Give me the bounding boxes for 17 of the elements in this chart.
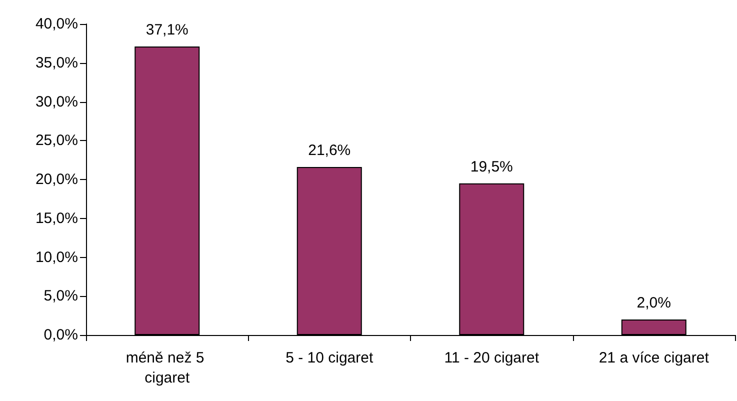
y-tick-label: 0,0% <box>44 326 78 344</box>
y-tick-label: 5,0% <box>44 288 78 305</box>
y-tick-label: 20,0% <box>35 171 78 188</box>
x-tick-label: 5 - 10 cigaret <box>286 350 374 366</box>
y-tick-label: 25,0% <box>35 132 78 150</box>
y-tick-label: 10,0% <box>35 248 78 266</box>
x-tick-label: méně než 5 cigaret <box>126 350 208 386</box>
y-tick-label: 15,0% <box>35 210 78 227</box>
data-label: 2,0% <box>636 294 671 312</box>
data-label: 37,1% <box>146 22 188 39</box>
y-tick-label: 30,0% <box>35 93 78 110</box>
data-label: 19,5% <box>470 158 513 176</box>
y-tick-label: 40,0% <box>35 16 78 32</box>
data-label: 21,6% <box>308 142 351 160</box>
y-tick-label: 35,0% <box>35 54 78 72</box>
x-tick-label: 21 a více cigaret <box>598 350 710 366</box>
x-tick-label: 11 - 20 cigaret <box>444 350 540 366</box>
